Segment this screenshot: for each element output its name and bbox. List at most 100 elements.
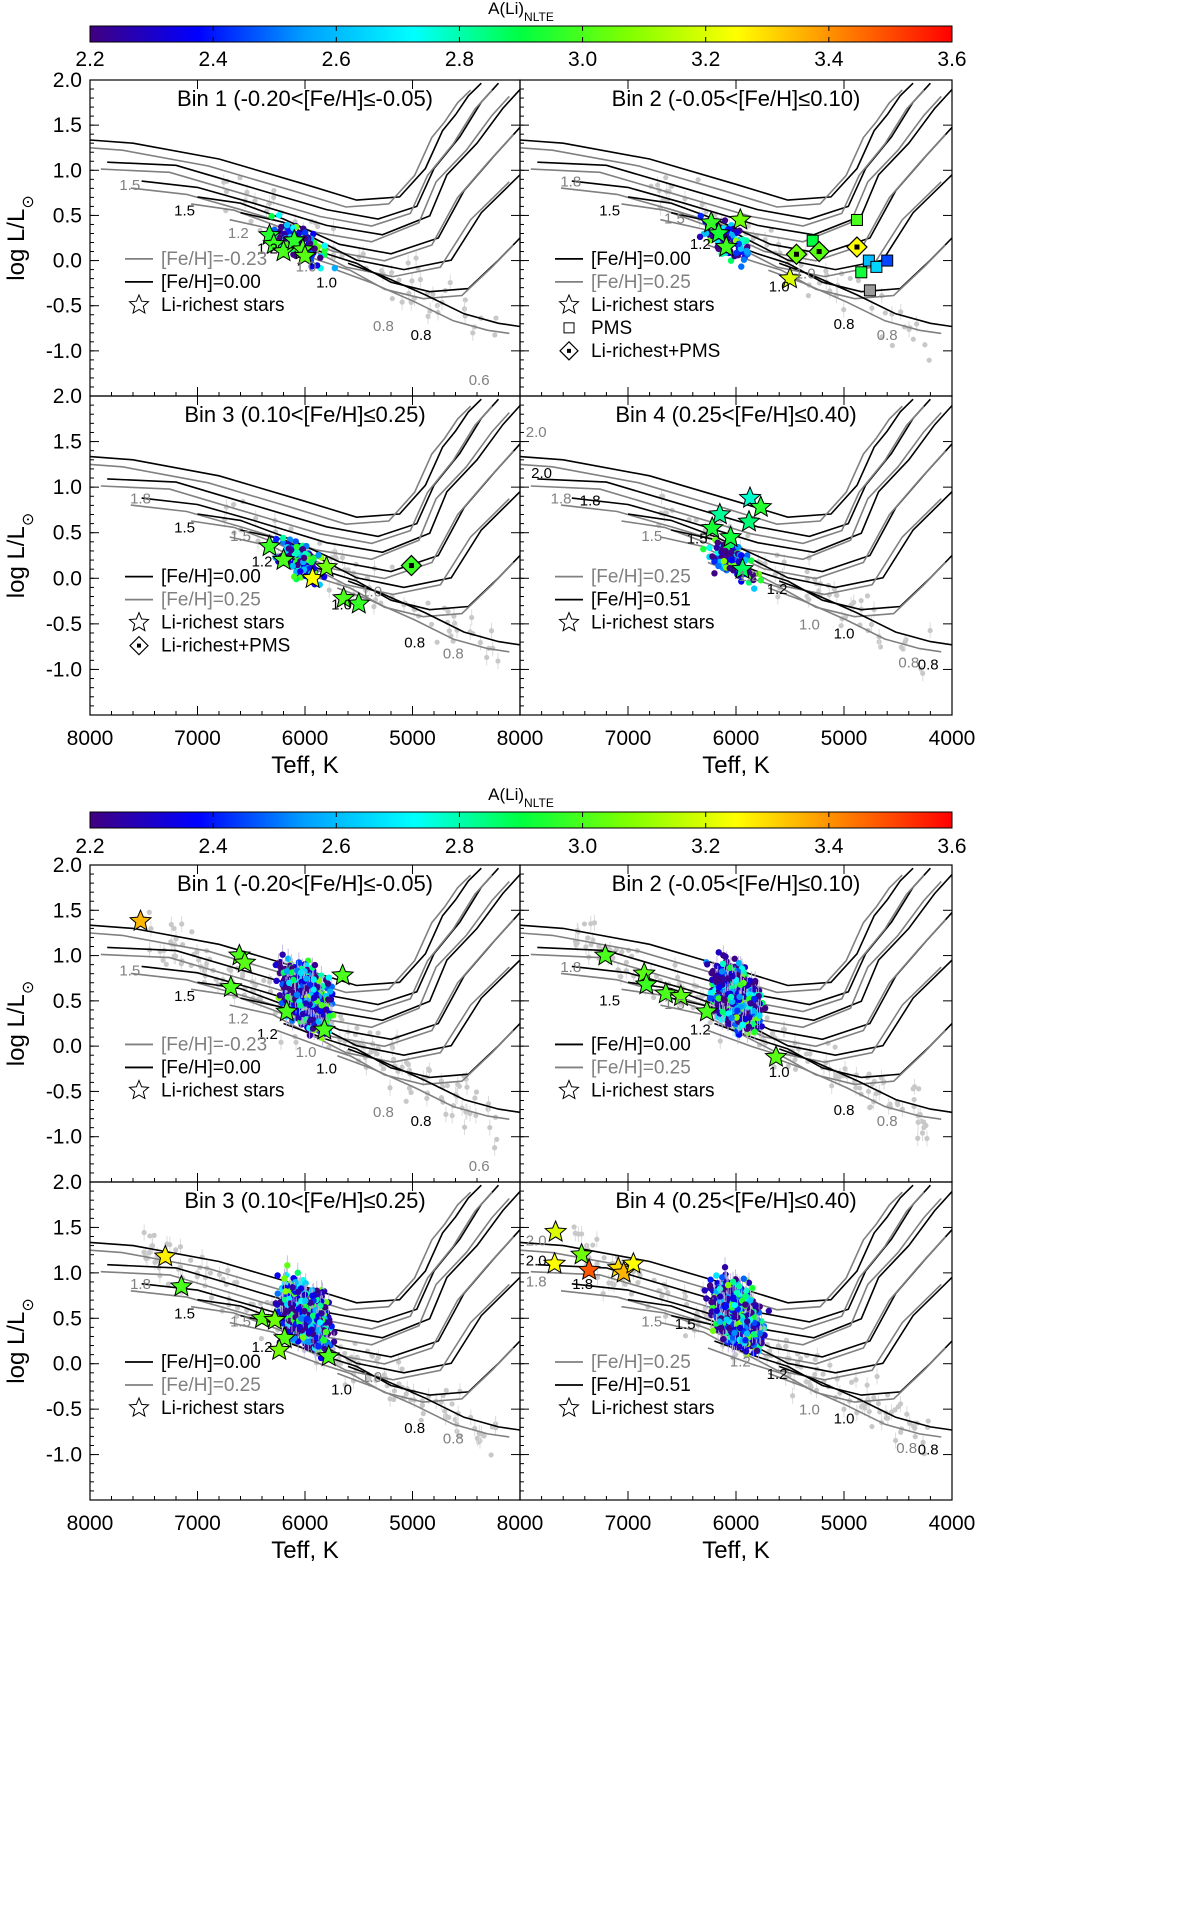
isochrone-black: [107, 82, 500, 220]
y-tick-label: -0.5: [46, 1080, 82, 1103]
field-star: [252, 198, 258, 204]
sample-star: [750, 995, 758, 1003]
field-star: [803, 1051, 810, 1057]
sample-star: [731, 955, 738, 962]
li-richest-pms-center: [793, 251, 799, 257]
field-star: [473, 1089, 480, 1095]
sample-star: [738, 552, 745, 559]
field-star: [672, 962, 678, 968]
y-tick-label: 1.5: [53, 431, 82, 454]
sample-star: [735, 960, 743, 967]
field-star: [910, 336, 916, 342]
field-star: [609, 955, 616, 962]
field-star: [141, 1249, 147, 1255]
mass-label: 1.2: [257, 1026, 278, 1043]
sample-star: [294, 561, 301, 569]
legend-star-icon: [558, 611, 580, 632]
mass-label: 1.5: [687, 531, 708, 548]
sample-star: [299, 1010, 307, 1018]
isochrone-gray: [337, 269, 510, 335]
colorbar-bar: [89, 25, 953, 43]
field-star: [266, 979, 273, 985]
sample-star: [311, 994, 318, 1001]
field-star: [375, 1354, 382, 1361]
field-star: [148, 925, 154, 932]
x-axis-title: Teff, K: [271, 752, 339, 779]
colorbar-tick-label: 2.6: [322, 835, 351, 858]
isochrone-black: [627, 126, 952, 255]
field-star: [864, 593, 871, 599]
sample-star: [726, 564, 733, 572]
field-star: [915, 1119, 921, 1125]
field-star: [865, 1088, 872, 1095]
field-star: [868, 621, 875, 628]
field-star: [409, 278, 415, 284]
field-star: [425, 600, 431, 606]
colorbar-title: A(Li)NLTE: [488, 0, 554, 24]
sample-star: [733, 1014, 740, 1021]
isochrone-gray: [100, 874, 493, 1013]
field-star: [446, 1414, 452, 1421]
sample-star: [742, 1015, 749, 1023]
isochrone-gray: [276, 561, 515, 618]
sample-star: [290, 573, 298, 580]
y-axis-title-main: log L/L: [3, 994, 30, 1066]
field-star: [473, 1112, 479, 1119]
field-star: [315, 223, 321, 230]
field-star: [165, 1281, 171, 1287]
legend-entry: [Fe/H]=0.51: [591, 590, 691, 611]
panel-plot-area: 1.5 1.5 1.2 1.2 1.01.0 0.8 0.8 0.6: [90, 82, 520, 389]
isochrone-black: [778, 1048, 952, 1114]
field-star: [147, 1233, 153, 1239]
y-tick-label: 0.5: [53, 204, 82, 227]
sample-star: [293, 991, 301, 998]
colorbar-tick-label: 3.2: [691, 835, 720, 858]
sample-star: [727, 257, 735, 264]
sample-star: [728, 556, 735, 564]
isochrone-black: [347, 580, 520, 646]
sample-star: [316, 1007, 324, 1015]
isochrone-gray: [337, 587, 510, 653]
li-richest-star: [737, 509, 761, 532]
field-star: [492, 1145, 498, 1151]
field-star: [924, 1135, 930, 1142]
sample-star: [751, 585, 758, 592]
mass-label: 0.6: [469, 1158, 490, 1175]
field-star: [168, 921, 174, 928]
sample-star: [721, 217, 729, 224]
isochrone-gray: [130, 880, 510, 1029]
field-star: [798, 262, 804, 268]
field-star: [419, 1402, 426, 1408]
field-star: [588, 921, 594, 927]
sample-star: [721, 996, 728, 1004]
sample-star: [302, 1000, 310, 1007]
mass-label: 1.2: [228, 225, 249, 242]
field-star: [474, 1435, 480, 1441]
y-tick-label: 0.0: [53, 1035, 82, 1058]
isochrone-black: [520, 398, 914, 519]
mass-label: 1.5: [230, 528, 251, 545]
field-star: [396, 1359, 402, 1365]
li-richest-star: [293, 243, 317, 267]
sample-star: [737, 981, 744, 988]
field-star: [445, 608, 451, 614]
field-star: [879, 334, 885, 340]
field-star: [381, 1066, 387, 1072]
sample-star: [709, 553, 716, 560]
sample-star: [757, 1007, 764, 1014]
colorbar-tick-label: 3.2: [691, 48, 720, 71]
mass-label: 1.2: [739, 568, 760, 585]
field-star: [168, 939, 174, 945]
field-star: [804, 569, 810, 575]
field-star: [434, 639, 440, 645]
y-axis-title: log L/L⊙: [3, 981, 37, 1066]
sample-star: [761, 1004, 769, 1012]
sample-star: [714, 1001, 721, 1008]
field-star: [921, 1124, 927, 1131]
field-star: [492, 332, 498, 338]
field-star: [389, 270, 395, 276]
sample-star: [747, 557, 755, 564]
sample-star: [757, 577, 765, 584]
